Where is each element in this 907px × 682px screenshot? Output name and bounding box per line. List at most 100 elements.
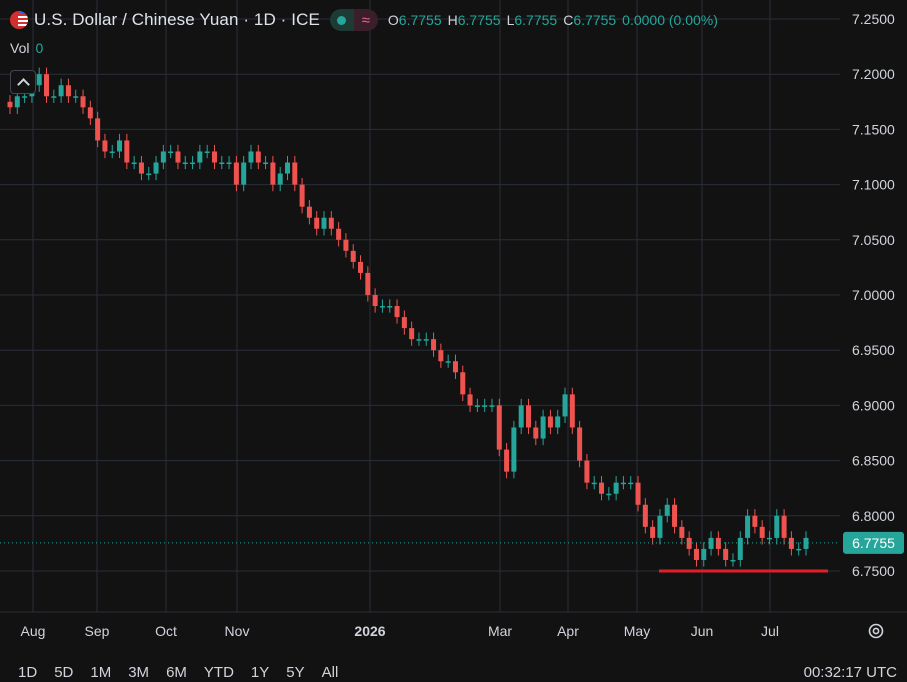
candle-body[interactable] bbox=[22, 96, 28, 98]
candle-body[interactable] bbox=[58, 85, 64, 97]
candle-body[interactable] bbox=[80, 96, 86, 108]
approx-wave-icon[interactable]: ≈ bbox=[353, 9, 378, 31]
candle-body[interactable] bbox=[788, 537, 794, 549]
candle-body[interactable] bbox=[803, 537, 809, 549]
symbol-title[interactable]: U.S. Dollar / Chinese Yuan · 1D · ICE bbox=[34, 10, 320, 29]
candle-body[interactable] bbox=[168, 151, 174, 153]
candle-body[interactable] bbox=[226, 162, 232, 165]
range-1y[interactable]: 1Y bbox=[250, 664, 270, 681]
candle-body[interactable] bbox=[190, 162, 196, 165]
candle-body[interactable] bbox=[204, 151, 210, 153]
candle-body[interactable] bbox=[102, 140, 108, 152]
candle-body[interactable] bbox=[343, 239, 349, 251]
candle-body[interactable] bbox=[431, 339, 437, 351]
candle-body[interactable] bbox=[336, 228, 342, 240]
candle-body[interactable] bbox=[686, 537, 692, 549]
candle-body[interactable] bbox=[489, 405, 495, 407]
candle-body[interactable] bbox=[504, 449, 510, 472]
candle-body[interactable] bbox=[387, 306, 393, 308]
candle-body[interactable] bbox=[248, 151, 254, 163]
candle-body[interactable] bbox=[482, 405, 488, 407]
candle-body[interactable] bbox=[796, 548, 802, 551]
candle-body[interactable] bbox=[555, 416, 561, 428]
candle-body[interactable] bbox=[569, 394, 575, 428]
candle-body[interactable] bbox=[745, 515, 751, 538]
candle-body[interactable] bbox=[672, 504, 678, 527]
candle-body[interactable] bbox=[211, 151, 217, 163]
candle-body[interactable] bbox=[606, 493, 612, 496]
candle-body[interactable] bbox=[518, 405, 524, 428]
candle-body[interactable] bbox=[642, 504, 648, 527]
candle-body[interactable] bbox=[511, 427, 517, 472]
candle-body[interactable] bbox=[525, 405, 531, 428]
candle-body[interactable] bbox=[460, 372, 466, 395]
candle-body[interactable] bbox=[452, 361, 458, 373]
candle-body[interactable] bbox=[628, 482, 634, 485]
candle-body[interactable] bbox=[285, 162, 291, 174]
candle-body[interactable] bbox=[708, 537, 714, 549]
candle-body[interactable] bbox=[577, 427, 583, 461]
candle-body[interactable] bbox=[737, 537, 743, 560]
candle-body[interactable] bbox=[73, 96, 79, 98]
candle-body[interactable] bbox=[65, 85, 71, 97]
chevron-up-icon[interactable] bbox=[10, 70, 36, 94]
candle-body[interactable] bbox=[693, 548, 699, 560]
candle-body[interactable] bbox=[467, 394, 473, 406]
candle-body[interactable] bbox=[95, 118, 101, 141]
candle-body[interactable] bbox=[657, 515, 663, 538]
candle-body[interactable] bbox=[445, 361, 451, 363]
candle-body[interactable] bbox=[131, 162, 137, 165]
range-all[interactable]: All bbox=[321, 664, 339, 681]
range-5y[interactable]: 5Y bbox=[286, 664, 305, 681]
candle-body[interactable] bbox=[562, 394, 568, 417]
candle-body[interactable] bbox=[438, 350, 444, 362]
candle-body[interactable] bbox=[774, 515, 780, 538]
range-1m[interactable]: 1M bbox=[90, 664, 112, 681]
candle-body[interactable] bbox=[599, 482, 605, 494]
candle-body[interactable] bbox=[270, 162, 276, 185]
candle-body[interactable] bbox=[379, 306, 385, 308]
candle-body[interactable] bbox=[263, 162, 269, 165]
gear-icon[interactable] bbox=[866, 621, 886, 641]
candle-body[interactable] bbox=[759, 526, 765, 538]
candle-body[interactable] bbox=[314, 217, 320, 229]
candle-body[interactable] bbox=[547, 416, 553, 428]
candle-body[interactable] bbox=[715, 537, 721, 549]
candle-body[interactable] bbox=[124, 140, 130, 163]
candle-body[interactable] bbox=[44, 74, 50, 97]
candle-body[interactable] bbox=[277, 173, 283, 185]
candle-body[interactable] bbox=[591, 482, 597, 485]
candle-body[interactable] bbox=[781, 515, 787, 538]
candle-body[interactable] bbox=[650, 526, 656, 538]
candle-body[interactable] bbox=[584, 460, 590, 483]
candle-body[interactable] bbox=[36, 74, 42, 86]
candle-body[interactable] bbox=[358, 261, 364, 273]
candle-body[interactable] bbox=[613, 482, 619, 494]
candle-body[interactable] bbox=[766, 537, 772, 540]
candle-body[interactable] bbox=[109, 151, 115, 153]
candle-body[interactable] bbox=[409, 328, 415, 340]
candle-body[interactable] bbox=[182, 162, 188, 165]
candle-body[interactable] bbox=[306, 206, 312, 218]
candle-body[interactable] bbox=[496, 405, 502, 450]
candle-body[interactable] bbox=[233, 162, 239, 185]
candle-body[interactable] bbox=[7, 101, 13, 108]
candle-body[interactable] bbox=[14, 96, 20, 108]
candle-body[interactable] bbox=[664, 504, 670, 516]
candle-body[interactable] bbox=[540, 416, 546, 439]
candle-body[interactable] bbox=[321, 217, 327, 229]
market-status-dot-icon[interactable] bbox=[329, 9, 354, 31]
candle-body[interactable] bbox=[394, 306, 400, 318]
range-5d[interactable]: 5D bbox=[54, 664, 74, 681]
range-1d[interactable]: 1D bbox=[18, 664, 38, 681]
candle-body[interactable] bbox=[635, 482, 641, 505]
candle-body[interactable] bbox=[533, 427, 539, 439]
candle-body[interactable] bbox=[292, 162, 298, 185]
candle-body[interactable] bbox=[365, 272, 371, 295]
candle-body[interactable] bbox=[416, 339, 422, 341]
candle-body[interactable] bbox=[87, 107, 93, 119]
range-6m[interactable]: 6M bbox=[166, 664, 187, 681]
candle-body[interactable] bbox=[117, 140, 123, 152]
candle-body[interactable] bbox=[197, 151, 203, 163]
